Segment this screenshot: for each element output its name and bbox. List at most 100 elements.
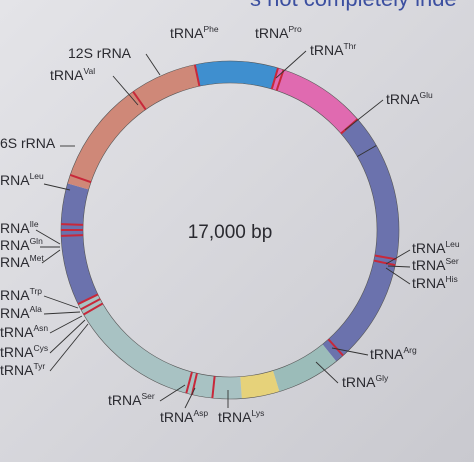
- gene-label-base: 6S rRNA: [0, 135, 56, 151]
- leader-line: [43, 311, 81, 315]
- leader-line: [385, 267, 411, 285]
- gene-label-sup: Glu: [419, 90, 433, 100]
- trna-marker: [77, 293, 99, 305]
- gene-label: RNAIle: [0, 219, 39, 236]
- header-fragment: s not completely inde: [250, 0, 457, 11]
- leader-line: [49, 323, 89, 372]
- gene-label-base: RNA: [0, 237, 30, 253]
- gene-label-base: RNA: [0, 287, 30, 303]
- gene-label-base: tRNA: [108, 392, 142, 408]
- trna-marker: [61, 234, 84, 237]
- gene-label-sup: Met: [30, 253, 45, 263]
- ring-segment: [61, 183, 98, 305]
- genome-ring: [60, 60, 400, 400]
- gene-label: tRNASer: [412, 256, 459, 273]
- leader-line: [275, 50, 307, 79]
- gene-label: tRNAPhe: [170, 24, 219, 41]
- gene-label-base: RNA: [0, 172, 30, 188]
- gene-label-sup: Phe: [203, 24, 218, 34]
- ring-segment: [78, 294, 242, 399]
- trna-marker: [193, 64, 201, 87]
- leader-line: [331, 347, 369, 356]
- gene-label-sup: Thr: [343, 41, 356, 51]
- trna-marker: [61, 223, 84, 226]
- leader-line: [41, 249, 61, 264]
- leader-line: [49, 319, 86, 354]
- gene-label-base: tRNA: [160, 409, 194, 425]
- leader-line: [43, 295, 79, 309]
- gene-label: tRNAGly: [342, 373, 389, 390]
- gene-label: 12S rRNA: [68, 45, 132, 61]
- gene-label: RNALeu: [0, 171, 44, 188]
- trna-marker: [211, 376, 216, 399]
- gene-label: tRNAAsn: [0, 323, 48, 340]
- trna-marker: [132, 90, 147, 111]
- gene-label-sup: Leu: [30, 171, 44, 181]
- gene-label-base: 12S rRNA: [68, 45, 132, 61]
- gene-label: tRNAVal: [50, 66, 95, 83]
- gene-label: tRNAAsp: [160, 408, 208, 425]
- gene-label-base: tRNA: [342, 374, 376, 390]
- gene-label-sup: Ser: [141, 391, 154, 401]
- trna-marker: [270, 67, 279, 90]
- leader-line: [385, 249, 411, 265]
- leader-line: [35, 229, 61, 245]
- gene-label-base: tRNA: [412, 240, 446, 256]
- gene-label-sup: Trp: [30, 286, 43, 296]
- gene-label: tRNAHis: [412, 274, 458, 291]
- gene-label-sup: Val: [83, 66, 95, 76]
- trna-marker: [185, 371, 193, 394]
- gene-label-base: tRNA: [412, 275, 446, 291]
- gene-label-sup: Cys: [33, 343, 48, 353]
- gene-label-base: tRNA: [170, 25, 204, 41]
- trna-marker: [275, 69, 285, 91]
- gene-label-base: tRNA: [370, 346, 404, 362]
- gene-label: tRNAThr: [310, 41, 356, 58]
- gene-label-base: tRNA: [0, 344, 34, 360]
- gene-label-sup: Tyr: [33, 361, 45, 371]
- gene-label-sup: Arg: [403, 345, 417, 355]
- gene-label: RNATrp: [0, 286, 42, 303]
- leader-line: [387, 265, 411, 268]
- gene-label-sup: Pro: [288, 24, 302, 34]
- trna-marker: [69, 174, 92, 184]
- leader-line: [315, 361, 339, 384]
- gene-label: RNAAla: [0, 304, 42, 321]
- trna-marker: [191, 373, 198, 395]
- gene-label: tRNASer: [108, 391, 155, 408]
- trna-marker: [327, 338, 344, 357]
- gene-label-sup: Ile: [30, 219, 39, 229]
- gene-label-base: tRNA: [218, 409, 252, 425]
- trna-marker: [357, 145, 377, 157]
- gene-label-sup: Gln: [30, 236, 44, 246]
- gene-label-sup: Lys: [251, 408, 264, 418]
- gene-label-base: tRNA: [255, 25, 289, 41]
- gene-label-base: tRNA: [50, 67, 84, 83]
- gene-label: RNAGln: [0, 236, 43, 253]
- leader-line: [112, 75, 139, 106]
- gene-label: tRNACys: [0, 343, 48, 360]
- leader-line: [344, 99, 384, 131]
- center-label: 17,000 bp: [188, 222, 273, 243]
- leader-line: [184, 387, 196, 409]
- gene-label: tRNALys: [218, 408, 264, 425]
- gene-label-base: tRNA: [412, 257, 446, 273]
- leader-line: [159, 384, 186, 402]
- ring-segment: [271, 67, 358, 134]
- gene-label: tRNAPro: [255, 24, 302, 41]
- gene-label-base: tRNA: [310, 42, 344, 58]
- leader-line: [43, 183, 71, 191]
- gene-label-base: RNA: [0, 254, 30, 270]
- trna-marker: [373, 259, 396, 267]
- gene-label-base: tRNA: [386, 91, 420, 107]
- gene-label-sup: Leu: [445, 239, 459, 249]
- leader-line: [49, 315, 83, 334]
- gene-label: 6S rRNA: [0, 135, 56, 151]
- ring-segment: [272, 344, 337, 392]
- trna-marker: [374, 254, 397, 261]
- gene-label-sup: Ala: [30, 304, 43, 314]
- gene-label-sup: Asp: [193, 408, 208, 418]
- trna-marker: [80, 298, 101, 311]
